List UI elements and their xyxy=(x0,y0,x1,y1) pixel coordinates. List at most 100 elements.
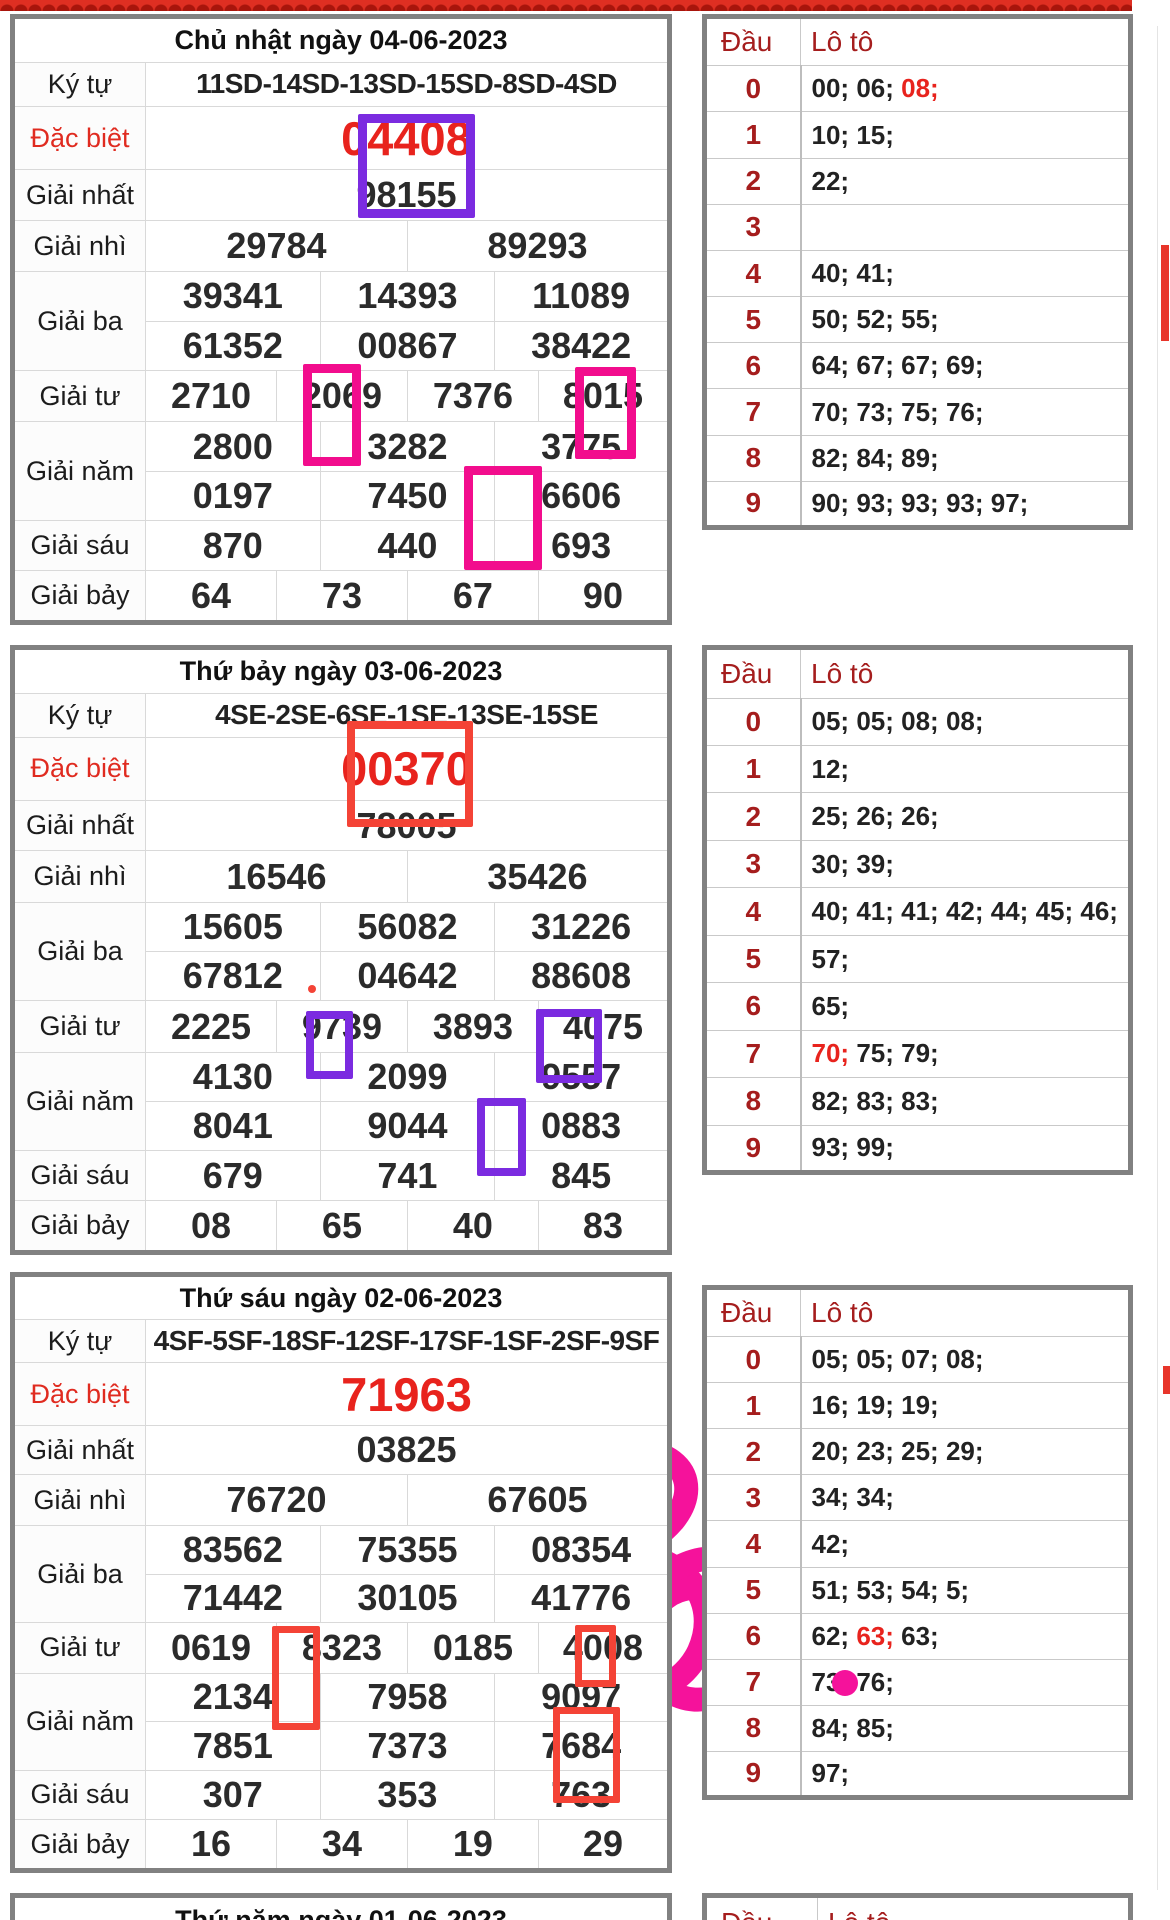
loto-number: 23; xyxy=(856,1436,894,1467)
loto-number: 85; xyxy=(856,1712,894,1743)
loto-dau-digit: 9 xyxy=(704,480,802,529)
prize-value: 3775 xyxy=(494,421,670,472)
loto-dau-digit: 7 xyxy=(704,388,802,436)
loto-number: 41; xyxy=(856,258,894,289)
prize-label: Giải nhì xyxy=(12,219,146,273)
loto-row: 7 70; 73; 75; 76; xyxy=(704,388,1131,436)
loto-number: 20; xyxy=(811,1436,850,1467)
loto-values: 05; 05; 08; 08; xyxy=(800,697,1131,747)
prize-label: Giải bảy xyxy=(12,570,146,623)
loto-dau-digit: 6 xyxy=(704,342,802,390)
special-prize-value: 04408 xyxy=(145,105,670,171)
loto-row: 3 34; 34; xyxy=(704,1474,1131,1522)
loto-number: 76; xyxy=(945,396,984,427)
prize-value: 31226 xyxy=(494,901,670,953)
loto-number: 57; xyxy=(811,943,850,974)
prize-value: 7684 xyxy=(494,1721,670,1771)
loto-header-loto: Lô tô xyxy=(800,647,1131,699)
loto-number: 82; xyxy=(811,1085,850,1116)
loto-dau-digit: 7 xyxy=(704,1658,802,1706)
prize-label: Giải năm xyxy=(12,421,146,522)
loto-row: 2 25; 26; 26; xyxy=(704,792,1131,841)
prize-value: 67 xyxy=(406,570,539,623)
loto-number: 97; xyxy=(990,487,1029,518)
loto-number: 54; xyxy=(901,1574,939,1605)
prize-value: 88608 xyxy=(494,951,670,1002)
prize-value: 7373 xyxy=(319,1721,496,1771)
prize-label: Giải nhì xyxy=(12,850,146,903)
loto-values: 82; 83; 83; xyxy=(800,1077,1131,1126)
prize-label: Giải tư xyxy=(12,1000,146,1053)
loto-number: 05; xyxy=(811,1344,850,1375)
prize-value: 0619 xyxy=(145,1622,277,1674)
loto-dau-digit: 4 xyxy=(704,249,802,298)
loto-number: 76; xyxy=(856,1666,894,1697)
prize-label: Giải ba xyxy=(12,271,146,371)
loto-dau-digit: 1 xyxy=(704,111,802,159)
loto-row: 1 16; 19; 19; xyxy=(704,1382,1131,1430)
prize-value: 9097 xyxy=(494,1672,670,1723)
loto-number: 79; xyxy=(901,1038,939,1069)
loto-dau-digit: 6 xyxy=(704,1612,802,1660)
loto-header-loto: Lô tô xyxy=(818,1898,890,1920)
loto-values: 65; xyxy=(800,982,1131,1031)
loto-dau-digit: 3 xyxy=(704,203,802,251)
loto-number: 50; xyxy=(811,304,850,335)
prize-value: 2069 xyxy=(275,369,408,423)
loto-number: 90; xyxy=(811,487,850,518)
prize-value: 00867 xyxy=(319,320,496,371)
loto-header-dau: Đầu xyxy=(704,15,801,67)
loto-number: 45; xyxy=(1035,896,1074,927)
loto-number: 97; xyxy=(811,1757,850,1788)
prize-label-special: Đặc biệt xyxy=(12,105,146,171)
prize-value: 0197 xyxy=(145,470,321,522)
loto-row: 6 64; 67; 67; 69; xyxy=(704,342,1131,390)
loto-number: 5; xyxy=(945,1574,970,1605)
prize-value: 679 xyxy=(145,1150,321,1202)
loto-row: 0 05; 05; 07; 08; xyxy=(704,1336,1131,1384)
loto-dau-digit: 4 xyxy=(704,1520,802,1568)
loto-row: 7 70; 75; 79; xyxy=(704,1029,1131,1079)
loto-number: 70; xyxy=(811,396,850,427)
prize-value: 7958 xyxy=(319,1672,496,1723)
loto-number: 93; xyxy=(856,487,894,518)
loto-values xyxy=(800,203,1131,251)
loto-values: 16; 19; 19; xyxy=(800,1382,1131,1430)
loto-dau-digit: 2 xyxy=(704,792,802,841)
date-title: Chủ nhật ngày 04-06-2023 xyxy=(12,15,670,64)
loto-number: 65; xyxy=(811,990,850,1021)
loto-number: 46; xyxy=(1080,896,1118,927)
loto-number: 51; xyxy=(811,1574,850,1605)
loto-values: 40; 41; 41; 42; 44; 45; 46; xyxy=(800,887,1131,936)
loto-number: 22; xyxy=(811,165,850,196)
loto-number: 00; xyxy=(811,73,850,104)
scrollbar-thumb[interactable] xyxy=(1161,245,1169,341)
loto-number: 93; xyxy=(811,1132,850,1163)
loto-dau-digit: 8 xyxy=(704,1704,802,1752)
loto-number: 67; xyxy=(901,350,939,381)
loto-dau-digit: 1 xyxy=(704,1382,802,1430)
loto-row: 5 50; 52; 55; xyxy=(704,296,1131,344)
prize-label: Giải sáu xyxy=(12,1769,146,1821)
loto-row: 8 82; 83; 83; xyxy=(704,1077,1131,1126)
loto-number: 52; xyxy=(856,304,894,335)
loto-row: 7 73; 76; xyxy=(704,1658,1131,1706)
loto-values: 34; 34; xyxy=(800,1474,1131,1522)
loto-row: 0 00; 06; 08; xyxy=(704,65,1131,113)
loto-values: 00; 06; 08; xyxy=(800,65,1131,113)
loto-number: 67; xyxy=(856,350,894,381)
prize-value: 08 xyxy=(145,1200,277,1253)
loto-number: 42; xyxy=(811,1528,850,1559)
loto-values: 97; xyxy=(800,1750,1131,1799)
loto-values: 20; 23; 25; 29; xyxy=(800,1428,1131,1476)
prize-value: 34 xyxy=(275,1819,408,1871)
prize-value: 8323 xyxy=(275,1622,408,1674)
loto-number: 25; xyxy=(811,801,850,832)
loto-number: 39; xyxy=(856,848,894,879)
loto-values: 42; xyxy=(800,1520,1131,1568)
prize-value: 2800 xyxy=(145,421,321,472)
prize-value: 0883 xyxy=(494,1100,670,1152)
loto-row: 3 30; 39; xyxy=(704,839,1131,889)
